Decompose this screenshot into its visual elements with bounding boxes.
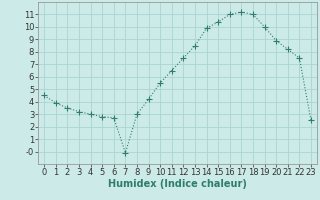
X-axis label: Humidex (Indice chaleur): Humidex (Indice chaleur) (108, 179, 247, 189)
